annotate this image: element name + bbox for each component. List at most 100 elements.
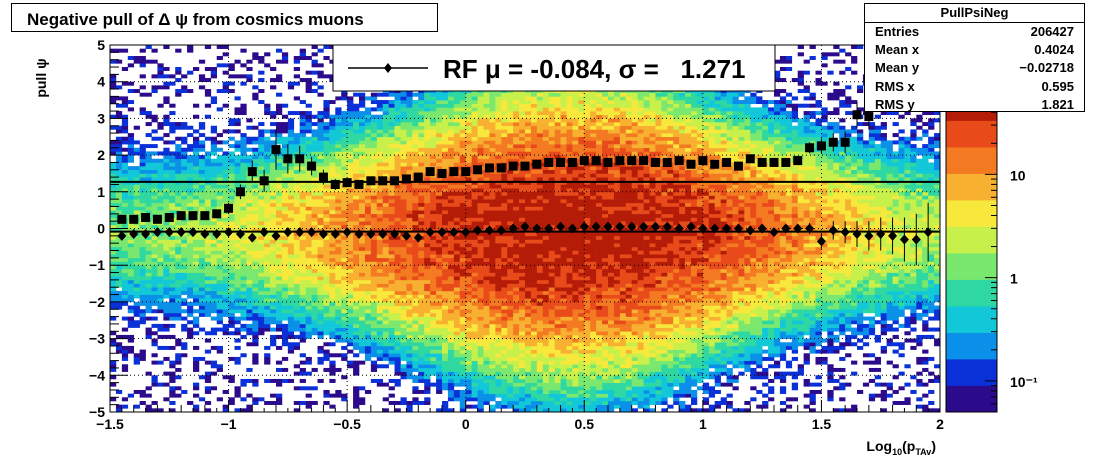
heatmap-cell (204, 246, 212, 251)
heatmap-cell (412, 118, 419, 123)
heatmap-cell (276, 224, 283, 229)
heatmap-cell (299, 309, 306, 314)
heatmap-cell (270, 114, 277, 119)
heatmap-cell (151, 166, 158, 171)
heatmap-cell (477, 210, 484, 215)
heatmap-cell (412, 360, 419, 365)
heatmap-cell (382, 353, 389, 358)
heatmap-cell (364, 122, 372, 127)
heatmap-cell (459, 345, 467, 350)
heatmap-cell (293, 257, 301, 262)
heatmap-cell (335, 254, 342, 259)
heatmap-cell (157, 177, 164, 182)
heatmap-cell (341, 283, 348, 288)
heatmap-cell (234, 250, 241, 255)
heatmap-cell (151, 375, 158, 380)
heatmap-cell (406, 199, 413, 204)
heatmap-cell (453, 316, 461, 321)
heatmap-cell (465, 100, 472, 105)
heatmap-cell (110, 147, 117, 152)
heatmap-cell (388, 217, 395, 222)
heatmap-cell (406, 155, 413, 160)
heatmap-cell (394, 96, 401, 101)
heatmap-cell (121, 118, 129, 123)
heatmap-cell (204, 239, 212, 244)
heatmap-cell (483, 360, 490, 365)
heatmap-cell (228, 213, 235, 218)
heatmap-cell (270, 224, 277, 229)
heatmap-cell (139, 169, 146, 174)
heatmap-cell (163, 191, 170, 196)
heatmap-cell (228, 169, 235, 174)
heatmap-cell (181, 136, 188, 141)
heatmap-cell (139, 92, 146, 97)
heatmap-cell (430, 327, 437, 332)
heatmap-cell (376, 221, 384, 226)
heatmap-cell (181, 202, 188, 207)
heatmap-cell (436, 301, 443, 306)
heatmap-cell (465, 228, 472, 233)
heatmap-cell (442, 155, 449, 160)
heatmap-cell (157, 184, 164, 189)
heatmap-cell (477, 327, 484, 332)
heatmap-cell (110, 360, 117, 365)
heatmap-cell (442, 210, 449, 215)
heatmap-cell (311, 298, 318, 303)
heatmap-cell (359, 386, 366, 391)
heatmap-cell (376, 191, 384, 196)
heatmap-cell (335, 239, 342, 244)
heatmap-cell (228, 136, 235, 141)
heatmap-cell (495, 301, 502, 306)
heatmap-cell (353, 287, 360, 292)
heatmap-cell (495, 276, 502, 281)
heatmap-cell (240, 48, 247, 53)
heatmap-cell (311, 81, 318, 86)
heatmap-cell (442, 147, 449, 152)
heatmap-cell (501, 309, 508, 314)
heatmap-cell (364, 294, 372, 299)
heatmap-cell (198, 294, 206, 299)
heatmap-cell (305, 254, 312, 259)
heatmap-cell (418, 272, 425, 277)
heatmap-cell (163, 221, 170, 226)
heatmap-cell (323, 276, 330, 281)
heatmap-cell (489, 188, 496, 193)
heatmap-cell (293, 191, 301, 196)
heatmap-cell (453, 232, 461, 237)
heatmap-cell (305, 118, 312, 123)
heatmap-cell (459, 294, 467, 299)
heatmap-cell (442, 345, 449, 350)
heatmap-cell (145, 287, 152, 292)
heatmap-cell (151, 268, 158, 273)
heatmap-cell (133, 188, 140, 193)
heatmap-cell (442, 404, 449, 409)
heatmap-cell (370, 118, 378, 123)
heatmap-cell (329, 235, 336, 240)
heatmap-cell (335, 257, 342, 262)
heatmap-cell (477, 92, 484, 97)
heatmap-cell (412, 389, 419, 394)
heatmap-cell (210, 188, 218, 193)
heatmap-cell (471, 100, 478, 105)
heatmap-cell (198, 59, 206, 64)
heatmap-cell (187, 254, 194, 259)
heatmap-cell (198, 125, 206, 130)
heatmap-cell (198, 199, 206, 204)
heatmap-cell (258, 191, 265, 196)
heatmap-cell (281, 162, 289, 167)
heatmap-cell (187, 239, 194, 244)
heatmap-cell (181, 125, 188, 130)
heatmap-cell (110, 290, 117, 295)
heatmap-cell (181, 246, 188, 251)
heatmap-cell (453, 118, 461, 123)
heatmap-cell (424, 364, 431, 369)
heatmap-cell (382, 129, 389, 134)
heatmap-cell (412, 224, 419, 229)
heatmap-cell (382, 166, 389, 171)
heatmap-cell (465, 107, 472, 112)
heatmap-cell (424, 316, 431, 321)
heatmap-cell (252, 136, 259, 141)
heatmap-cell (359, 272, 366, 277)
heatmap-cell (388, 151, 395, 156)
heatmap-cell (489, 298, 496, 303)
